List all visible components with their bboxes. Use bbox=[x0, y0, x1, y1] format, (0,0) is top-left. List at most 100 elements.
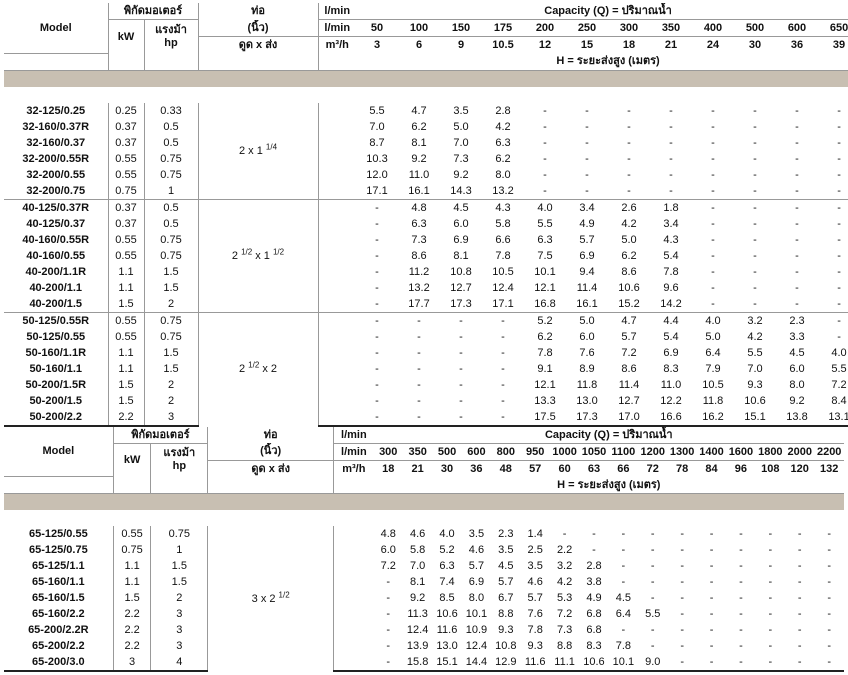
head-value-cell: - bbox=[627, 104, 631, 117]
head-value-cell: 15.1 bbox=[432, 654, 462, 672]
head-value-cell: - bbox=[711, 281, 715, 294]
kw-cell: 0.55 bbox=[113, 526, 152, 542]
flow-m3h-value: 36 bbox=[461, 459, 492, 477]
head-value-cell: - bbox=[795, 281, 799, 294]
head-value-cell: 11.3 bbox=[407, 608, 428, 620]
hp-cell: 4 bbox=[150, 654, 209, 672]
flow-m3h-value: 108 bbox=[755, 459, 786, 477]
spacer-cell bbox=[334, 526, 374, 542]
head-value-cell: 3.2 bbox=[734, 311, 776, 329]
hp-cell: 3 bbox=[150, 606, 209, 622]
head-value-cell: 5.4 bbox=[663, 330, 679, 343]
head-value-cell: 2.6 bbox=[608, 198, 650, 216]
head-value-cell: 3.3 bbox=[789, 330, 805, 343]
head-value-cell: 7.5 bbox=[537, 249, 553, 262]
hp-label: hp bbox=[164, 36, 178, 49]
kw-cell: 1.5 bbox=[113, 590, 152, 606]
head-value-cell: 10.1 bbox=[534, 265, 556, 278]
hp-cell: 2 bbox=[144, 295, 199, 312]
pipe-fraction: 1/2 bbox=[272, 246, 285, 256]
head-value-cell: - bbox=[650, 576, 655, 588]
head-value-cell: 4.2 bbox=[747, 330, 763, 343]
head-value-cell: - bbox=[386, 640, 391, 652]
head-value-cell: 3.4 bbox=[566, 198, 608, 216]
head-value-cell: - bbox=[739, 560, 743, 572]
head-value-cell: - bbox=[375, 346, 379, 359]
head-value-cell: 11.0 bbox=[408, 168, 430, 181]
head-value-cell: 4.6 bbox=[527, 576, 543, 588]
head-value-cell: 6.3 bbox=[537, 233, 553, 246]
kw-cell: 1.5 bbox=[108, 295, 145, 312]
head-value-cell: - bbox=[768, 576, 773, 588]
head-value-cell: - bbox=[785, 654, 815, 672]
head-value-cell: - bbox=[375, 378, 379, 391]
head-value-cell: - bbox=[753, 297, 757, 310]
head-value-cell: 17.3 bbox=[450, 297, 472, 310]
lmin-label: l/min bbox=[341, 428, 367, 441]
head-value-cell: 17.1 bbox=[492, 297, 514, 310]
head-value-cell: - bbox=[459, 330, 463, 343]
head-value-cell: - bbox=[650, 624, 655, 636]
flow-lmin-value: 1400 bbox=[696, 442, 727, 460]
head-value-cell: 10.1 bbox=[465, 608, 488, 620]
head-value-cell: 4.0 bbox=[439, 528, 455, 540]
head-value-cell: 6.2 bbox=[621, 249, 637, 262]
header-row: ดูด x ส่ง m³/h 3 6 9 10.5 12 15 18 21 24 30 36 39 bbox=[4, 36, 848, 53]
head-value-cell: 6.0 bbox=[453, 217, 469, 230]
band-cell bbox=[4, 493, 844, 510]
pipe-size-text: 2 x 1 bbox=[238, 144, 266, 157]
head-value-cell: 7.2 bbox=[380, 560, 396, 572]
head-value-cell: - bbox=[692, 198, 734, 216]
table-row: 40-200/1.1 1.1 1.5 - 13.2 12.7 12.4 12.1 11.4 10.… bbox=[4, 279, 848, 296]
head-value-cell: - bbox=[795, 217, 799, 230]
kw-cell: 1.1 bbox=[108, 360, 145, 377]
head-value-cell: 8.7 bbox=[369, 136, 385, 149]
head-value-cell: - bbox=[827, 640, 832, 652]
head-value-cell: 8.8 bbox=[556, 640, 573, 652]
table-row: 40-125/0.37R 0.37 0.5 2 1/2 x 1 1/2-4.8 4.5 4… bbox=[4, 198, 848, 312]
flow-m3h-value: 18 bbox=[373, 459, 403, 477]
head-value-cell: 9.1 bbox=[537, 362, 553, 375]
kw-cell: 0.25 bbox=[108, 102, 145, 119]
head-value-cell: - bbox=[837, 120, 841, 133]
head-value-cell: 9.2 bbox=[789, 394, 805, 407]
head-value-cell: - bbox=[592, 528, 596, 540]
kw-cell: 1.1 bbox=[113, 574, 152, 590]
head-value-cell: - bbox=[680, 528, 684, 540]
lmin-label: l/min bbox=[333, 442, 374, 460]
flow-lmin-value: 350 bbox=[650, 19, 692, 37]
head-value-cell: 17.5 bbox=[524, 408, 566, 427]
head-value-cell: - bbox=[768, 624, 773, 636]
head-value-cell: 7.3 bbox=[556, 624, 573, 636]
table-row: 50-160/1.1R 1.1 1.5 - - - - 7.8 7.6 7.2 6.9 6.4 5.5 4… bbox=[4, 344, 848, 361]
head-value-cell: 10.3 bbox=[366, 152, 388, 165]
head-value-cell: 8.9 bbox=[579, 362, 595, 375]
head-value-cell: - bbox=[375, 217, 379, 230]
pipe-fraction: 1/2 bbox=[248, 360, 260, 370]
spacer-cell bbox=[318, 183, 356, 200]
head-value-cell: 8.6 bbox=[411, 249, 427, 262]
head-value-cell: - bbox=[386, 592, 391, 604]
spacer-cell bbox=[318, 311, 356, 329]
head-value-cell: 9.0 bbox=[638, 654, 668, 672]
head-value-cell: 2.2 bbox=[556, 544, 573, 556]
kw-cell: 0.55 bbox=[108, 231, 145, 248]
head-value-cell: 14.2 bbox=[660, 297, 682, 310]
head-value-cell: 13.0 bbox=[576, 394, 598, 407]
head-value-cell: 6.8 bbox=[586, 624, 602, 636]
head-value-cell: 4.5 bbox=[440, 198, 482, 216]
head-value-cell: - bbox=[827, 592, 832, 604]
head-value-cell: 10.6 bbox=[618, 281, 640, 294]
head-value-cell: - bbox=[797, 544, 802, 556]
head-value-cell: - bbox=[709, 576, 714, 588]
table-row: 32-125/0.25 0.25 0.33 2 x 1 1/4 5.5 4.7 3.5 2.8… bbox=[4, 102, 848, 199]
kw-cell: 0.75 bbox=[108, 182, 145, 199]
head-value-cell: 11.0 bbox=[660, 378, 682, 391]
head-value-cell: 7.8 bbox=[537, 346, 553, 359]
table-row: 50-125/0.55 0.55 0.75 - - - - 6.2 6.0 5.7 5.4 5.0 4.… bbox=[4, 328, 848, 345]
head-value-cell: - bbox=[711, 217, 715, 230]
head-value-cell: 4.4 bbox=[650, 311, 692, 329]
head-value-cell: - bbox=[837, 330, 841, 343]
blank-cell bbox=[4, 476, 114, 494]
model-cell: 65-125/0.55 bbox=[4, 526, 114, 542]
